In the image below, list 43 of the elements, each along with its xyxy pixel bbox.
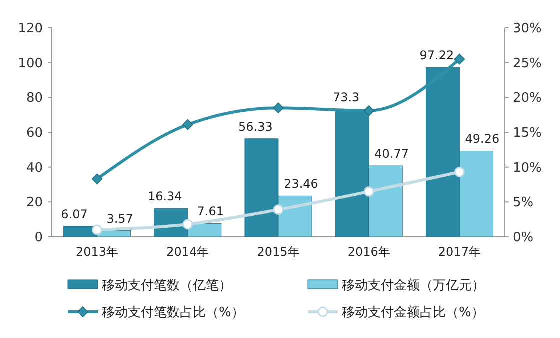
- x-tick-label: 2017年: [438, 245, 481, 259]
- point: [454, 166, 465, 178]
- y-tick-label: 20: [26, 196, 43, 211]
- data-label: 56.33: [238, 120, 273, 134]
- legend-label: 移动支付金额占比（%）: [342, 306, 484, 321]
- y2-tick-label: 25%: [513, 56, 542, 72]
- point: [364, 106, 374, 116]
- legend-label: 移动支付笔数（亿笔）: [102, 278, 232, 294]
- point: [273, 204, 284, 216]
- data-label: 40.77: [374, 146, 410, 161]
- data-label: 7.61: [197, 204, 224, 219]
- data-label: 23.46: [284, 177, 318, 192]
- point: [273, 102, 284, 114]
- point: [182, 219, 194, 230]
- legend-label: 移动支付金额（万亿元）: [342, 278, 485, 294]
- y2-tick-label: 10%: [513, 160, 542, 176]
- y2-tick-label: 20%: [513, 91, 542, 106]
- x-tick-label: 2015年: [257, 245, 300, 259]
- y-tick-label: 120: [18, 22, 43, 37]
- point: [92, 224, 103, 236]
- y-tick-label: 100: [18, 56, 43, 72]
- y2-tick-label: 30%: [513, 22, 542, 37]
- data-label: 16.34: [148, 190, 182, 204]
- data-label: 6.07: [61, 207, 88, 222]
- data-label: 73.3: [332, 90, 360, 104]
- y2-tick-label: 5%: [513, 196, 534, 211]
- data-label: 3.57: [106, 212, 134, 226]
- y-tick-label: 0: [34, 230, 43, 246]
- point: [182, 119, 194, 130]
- x-tick-label: 2013年: [76, 245, 119, 259]
- legend-label: 移动支付笔数占比（%）: [102, 306, 244, 321]
- y-tick-label: 40: [26, 160, 43, 176]
- y-tick-label: 60: [26, 126, 43, 142]
- x-tick-label: 2016年: [348, 245, 390, 259]
- y-tick-label: 80: [26, 91, 43, 106]
- x-tick-label: 2014年: [166, 245, 210, 259]
- data-label: 97.22: [420, 48, 454, 63]
- y2-tick-label: 15%: [513, 126, 542, 142]
- y2-tick-label: 0%: [513, 230, 534, 246]
- data-label: 49.26: [465, 132, 500, 146]
- point: [92, 174, 103, 185]
- point: [454, 54, 466, 65]
- point: [364, 186, 374, 197]
